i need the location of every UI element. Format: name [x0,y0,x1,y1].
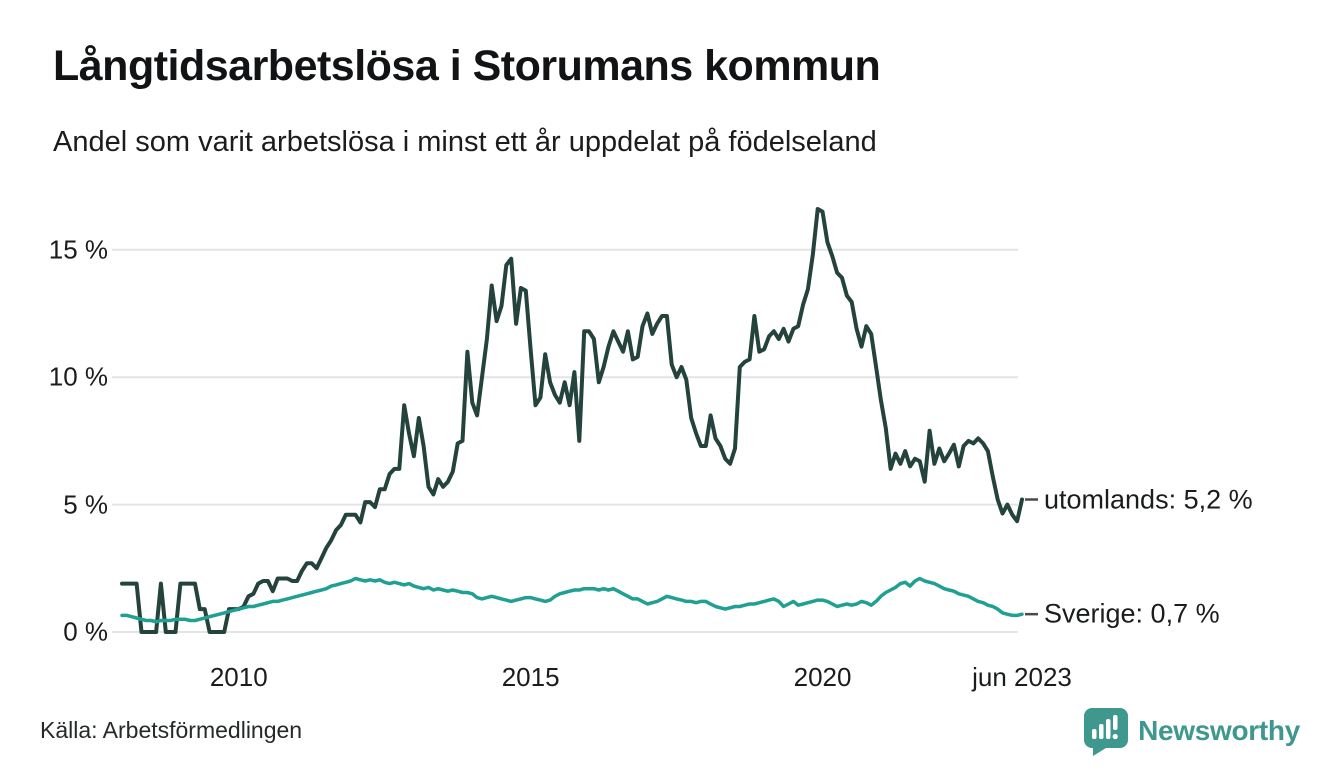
y-tick-label-10: 10 % [48,361,108,392]
logo-bar-chart-glyph [1092,715,1118,740]
y-tick-label-5: 5 % [63,489,108,520]
x-tick-label-jun-2023: jun 2023 [972,662,1072,692]
x-tick-label-2015: 2015 [501,662,560,692]
x-tick-label-2010: 2010 [209,662,268,692]
y-tick-label-15: 15 % [48,234,108,265]
gridlines [112,248,1018,633]
source-credit: Källa: Arbetsförmedlingen [40,717,303,743]
series-line-Sverige [120,576,1024,624]
newsworthy-logo: Newsworthy [1082,706,1300,756]
chart-series [120,207,1024,634]
page-title: Långtidsarbetslösa i Storumans kommun [53,42,881,90]
newsworthy-bubble-icon [1084,708,1129,756]
page-subtitle: Andel som varit arbetslösa i minst ett å… [53,126,877,158]
newsworthy-wordmark: Newsworthy [1138,715,1300,746]
end-label-Sverige: Sverige: 0,7 % [1044,598,1220,629]
end-label-connectors [1025,498,1038,616]
x-tick-label-2020: 2020 [793,662,852,692]
series-line-utomlands [120,207,1024,634]
y-tick-label-0: 0 % [63,616,108,647]
end-label-utomlands: utomlands: 5,2 % [1044,484,1253,514]
